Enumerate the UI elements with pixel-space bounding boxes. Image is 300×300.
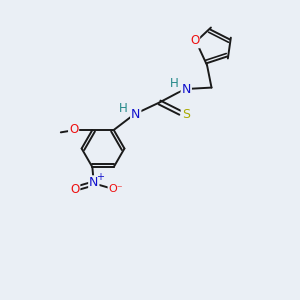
Text: H: H	[118, 102, 127, 115]
Text: O: O	[190, 34, 199, 47]
Text: N: N	[89, 176, 98, 189]
Text: S: S	[182, 108, 190, 121]
Text: O: O	[69, 124, 78, 136]
Text: O⁻: O⁻	[109, 184, 123, 194]
Text: N: N	[182, 82, 191, 96]
Text: O: O	[70, 183, 80, 196]
Text: +: +	[96, 172, 104, 182]
Text: N: N	[131, 108, 140, 121]
Text: H: H	[170, 77, 179, 90]
